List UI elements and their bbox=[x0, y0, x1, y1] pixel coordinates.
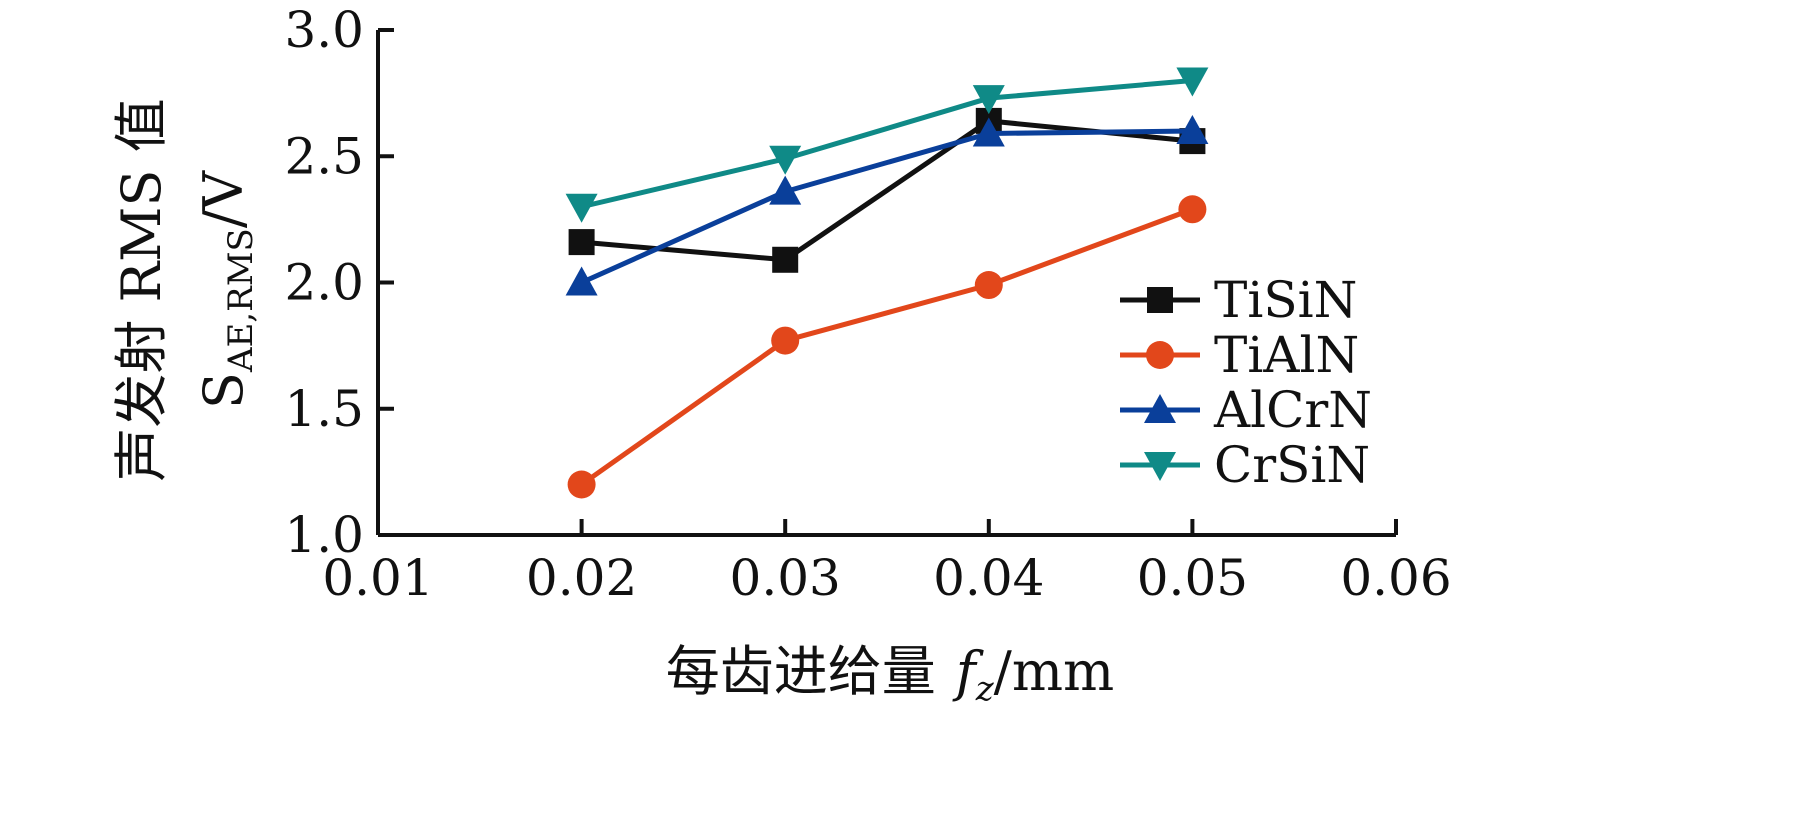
legend-label: TiAlN bbox=[1214, 326, 1359, 384]
data-point-tialn bbox=[974, 271, 1003, 300]
x-tick-label: 0.06 bbox=[1340, 549, 1451, 607]
y-tick-label: 2.0 bbox=[284, 254, 364, 312]
y-axis-symbol: S bbox=[192, 372, 255, 409]
data-point-crsin bbox=[565, 193, 598, 223]
x-tick-label: 0.01 bbox=[322, 549, 433, 607]
legend-label: TiSiN bbox=[1214, 271, 1357, 329]
series-line-tialn bbox=[580, 206, 1194, 487]
data-point-crsin bbox=[1176, 67, 1209, 97]
x-ticks: 0.01 0.02 0.03 0.04 0.05 0.06 bbox=[322, 519, 1452, 607]
x-axis-title: 每齿进给量 fz/mm bbox=[666, 640, 1115, 709]
data-point-alcrn bbox=[769, 175, 802, 205]
y-axis-title-line1: 声发射 RMS 值 bbox=[110, 98, 173, 481]
data-point-tialn bbox=[567, 470, 596, 499]
y-tick-label: 1.0 bbox=[284, 506, 364, 564]
series-line-alcrn bbox=[580, 128, 1193, 285]
x-tick-label: 0.02 bbox=[526, 549, 637, 607]
legend-item-alcrn: AlCrN bbox=[1120, 381, 1372, 439]
legend-label: AlCrN bbox=[1213, 381, 1372, 439]
legend-item-tialn: TiAlN bbox=[1120, 326, 1359, 384]
y-axis-title: 声发射 RMS 值 SAE,RMS/V bbox=[110, 98, 261, 481]
data-point-tisin bbox=[568, 229, 595, 256]
legend-item-tisin: TiSiN bbox=[1120, 271, 1357, 329]
y-tick-label: 2.5 bbox=[284, 127, 364, 185]
legend-marker bbox=[1147, 287, 1173, 313]
y-ticks: 1.0 1.5 2.0 2.5 3.0 bbox=[284, 1, 394, 564]
series-tialn bbox=[567, 195, 1207, 499]
y-axis-title-line2: SAE,RMS/V bbox=[192, 170, 261, 409]
legend-marker bbox=[1146, 341, 1174, 369]
series-crsin bbox=[565, 67, 1209, 223]
legend-marker bbox=[1144, 394, 1176, 423]
data-point-tisin bbox=[772, 246, 799, 273]
y-axis-unit: /V bbox=[192, 170, 255, 228]
series-alcrn bbox=[565, 115, 1209, 296]
y-axis-subscript: AE,RMS bbox=[221, 228, 261, 373]
legend-marker bbox=[1144, 452, 1176, 481]
x-axis-unit: /mm bbox=[994, 640, 1115, 703]
data-point-crsin bbox=[769, 145, 802, 175]
series-line-crsin bbox=[581, 78, 1193, 210]
data-point-alcrn bbox=[972, 117, 1005, 147]
x-axis-title-text: 每齿进给量 bbox=[666, 640, 936, 703]
legend-label: CrSiN bbox=[1214, 436, 1370, 494]
data-point-tialn bbox=[1178, 195, 1207, 224]
legend-item-crsin: CrSiN bbox=[1120, 436, 1370, 494]
data-point-alcrn bbox=[565, 266, 598, 296]
x-tick-label: 0.04 bbox=[933, 549, 1044, 607]
y-tick-label: 3.0 bbox=[284, 1, 364, 59]
x-tick-label: 0.03 bbox=[730, 549, 841, 607]
x-tick-label: 0.05 bbox=[1137, 549, 1248, 607]
y-tick-label: 1.5 bbox=[284, 380, 364, 438]
x-axis-subscript: z bbox=[975, 669, 995, 709]
data-point-alcrn bbox=[1176, 115, 1209, 144]
data-point-tialn bbox=[771, 326, 800, 355]
data-point-crsin bbox=[972, 85, 1005, 115]
series-layer bbox=[565, 67, 1209, 499]
